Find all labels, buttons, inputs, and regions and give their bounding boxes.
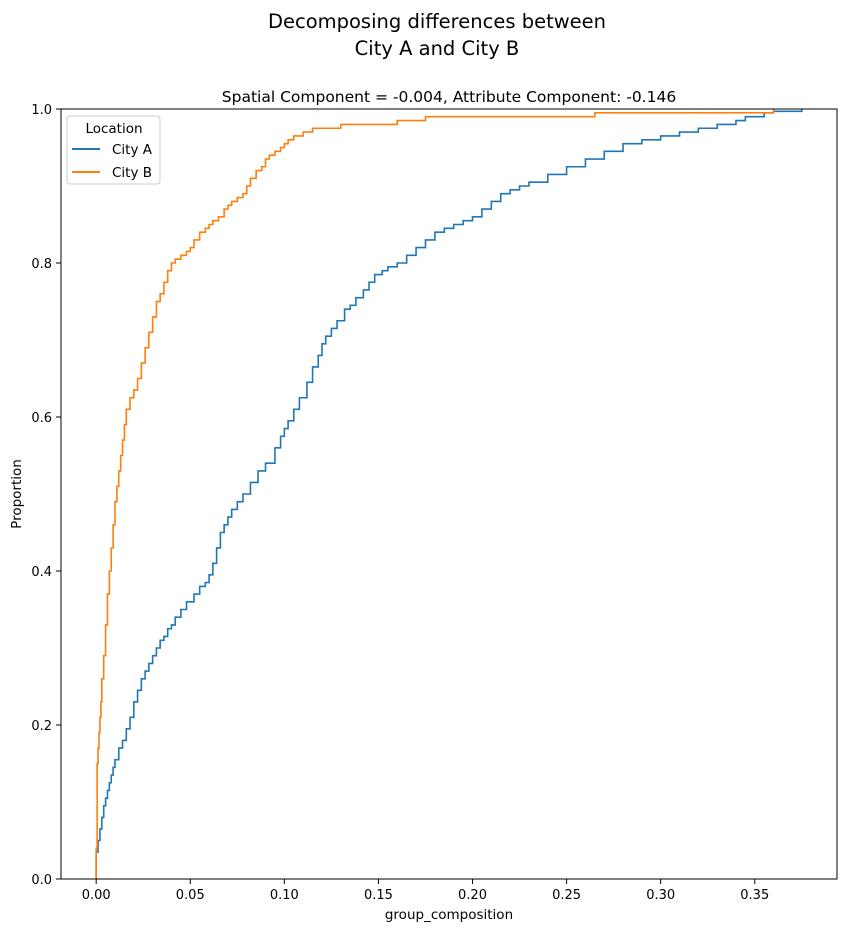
x-tick-label: 0.25 (552, 888, 581, 903)
suptitle-line-2: City A and City B (355, 37, 520, 60)
y-tick-label: 0.2 (31, 719, 52, 734)
x-tick-label: 0.35 (740, 888, 769, 903)
series-line-city-a (95, 109, 803, 879)
y-axis-label: Proportion (9, 459, 25, 529)
legend-label-city-b: City B (112, 165, 152, 181)
y-tick-label: 0.0 (31, 873, 52, 888)
axes-frame (60, 108, 838, 880)
x-tick-label: 0.20 (458, 888, 487, 903)
legend-title: Location (85, 121, 142, 137)
y-tick-label: 0.8 (31, 257, 52, 272)
x-tick-label: 0.30 (646, 888, 675, 903)
x-axis-label: group_composition (385, 907, 513, 923)
axes-title: Spatial Component = -0.004, Attribute Co… (222, 88, 676, 106)
y-tick-label: 1.0 (31, 103, 52, 118)
legend-frame (66, 115, 161, 185)
x-axis-ticks: 0.00 0.05 0.10 0.15 0.20 0.25 0.30 0.35 (82, 879, 769, 903)
series-line-city-b (95, 109, 775, 879)
plot-area (95, 109, 803, 879)
legend-label-city-a: City A (112, 142, 153, 158)
x-tick-label: 0.15 (364, 888, 393, 903)
x-tick-label: 0.00 (82, 888, 111, 903)
x-tick-label: 0.10 (270, 888, 299, 903)
x-tick-label: 0.05 (176, 888, 205, 903)
legend: Location City A City B (66, 115, 161, 185)
suptitle-line-1: Decomposing differences between (268, 10, 606, 33)
y-tick-label: 0.6 (31, 411, 52, 426)
y-tick-label: 0.4 (31, 565, 52, 580)
y-axis-ticks: 0.0 0.2 0.4 0.6 0.8 1.0 (31, 103, 61, 888)
